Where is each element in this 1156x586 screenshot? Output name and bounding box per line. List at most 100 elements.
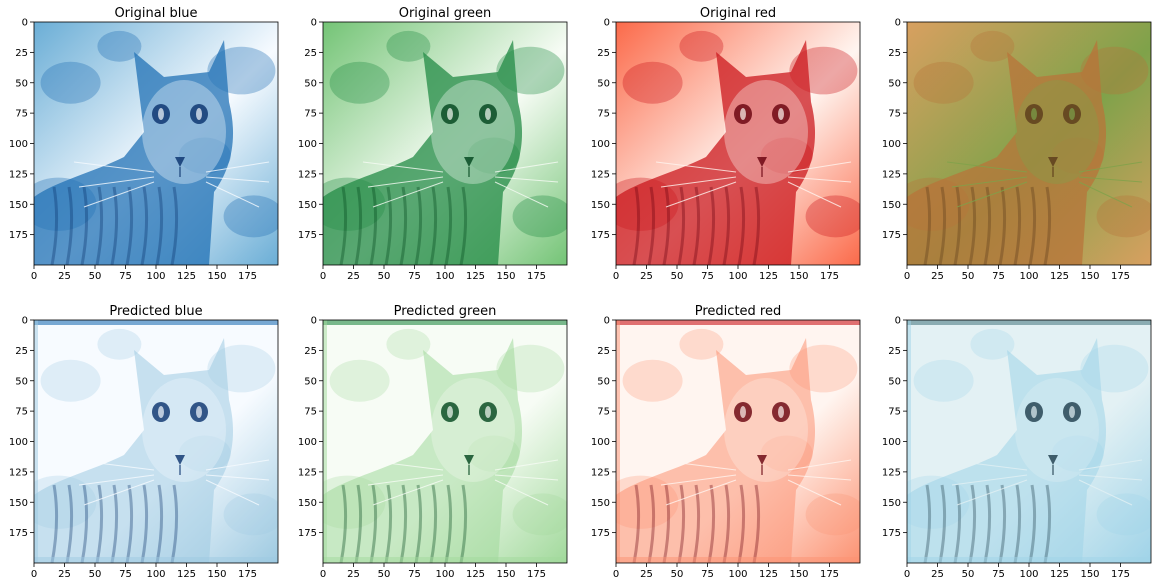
x-tick-label: 50: [378, 569, 391, 580]
panel-title: Predicted red: [695, 304, 781, 319]
y-tick-label: 50: [304, 376, 317, 387]
y-tick-label: 175: [9, 230, 28, 241]
x-tick-label: 150: [789, 569, 808, 580]
x-tick-label: 125: [759, 569, 778, 580]
x-tick-label: 75: [701, 569, 714, 580]
x-tick-label: 125: [466, 271, 485, 282]
y-tick-label: 25: [15, 346, 28, 357]
y-tick-label: 150: [882, 498, 901, 509]
y-tick-label: 100: [9, 437, 28, 448]
x-tick-label: 150: [496, 569, 515, 580]
y-tick-label: 0: [22, 18, 28, 29]
x-tick-label: 50: [378, 271, 391, 282]
x-tick-label: 175: [820, 569, 839, 580]
y-tick-label: 0: [604, 316, 610, 327]
x-tick-label: 100: [435, 271, 454, 282]
x-tick-label: 75: [992, 569, 1005, 580]
x-tick-label: 25: [931, 569, 944, 580]
y-tick-label: 150: [298, 200, 317, 211]
x-tick-label: 25: [931, 271, 944, 282]
cat-image: [907, 320, 1151, 563]
y-tick-label: 150: [591, 498, 610, 509]
y-tick-label: 25: [597, 346, 610, 357]
x-tick-label: 50: [962, 569, 975, 580]
y-tick-label: 50: [597, 78, 610, 89]
y-tick-label: 175: [298, 230, 317, 241]
panel-8: 0 25 50 75 100 125 150 175 0 25 50 75 100 125 150 175: [882, 316, 1152, 580]
x-tick-label: 100: [1019, 569, 1038, 580]
y-tick-label: 175: [882, 528, 901, 539]
x-tick-label: 150: [207, 271, 226, 282]
cat-image: [34, 320, 278, 563]
y-tick-label: 100: [882, 139, 901, 150]
x-tick-label: 75: [408, 271, 421, 282]
x-tick-label: 75: [992, 271, 1005, 282]
x-tick-label: 100: [146, 271, 165, 282]
y-tick-label: 125: [9, 169, 28, 180]
x-tick-label: 0: [320, 569, 326, 580]
x-tick-label: 125: [177, 569, 196, 580]
x-tick-label: 125: [1050, 271, 1069, 282]
x-tick-label: 0: [904, 569, 910, 580]
x-tick-label: 125: [466, 569, 485, 580]
y-tick-label: 0: [895, 18, 901, 29]
x-tick-label: 100: [146, 569, 165, 580]
x-tick-label: 0: [613, 569, 619, 580]
y-tick-label: 125: [591, 169, 610, 180]
panel-title: Original green: [399, 6, 492, 21]
x-tick-label: 75: [408, 569, 421, 580]
x-tick-label: 100: [1019, 271, 1038, 282]
x-tick-label: 25: [640, 271, 653, 282]
y-tick-label: 25: [597, 48, 610, 59]
x-tick-label: 100: [728, 271, 747, 282]
y-tick-label: 75: [888, 109, 901, 120]
y-tick-label: 150: [882, 200, 901, 211]
x-tick-label: 175: [527, 271, 546, 282]
x-tick-label: 175: [238, 569, 257, 580]
x-tick-label: 125: [177, 271, 196, 282]
y-tick-label: 125: [882, 169, 901, 180]
y-tick-label: 75: [15, 109, 28, 120]
y-tick-label: 125: [298, 467, 317, 478]
panel-title: Original blue: [114, 6, 197, 21]
y-tick-label: 0: [22, 316, 28, 327]
panel-6: Predicted green 0 25 50 75 100 125 150 175 0 25 50 7…: [298, 304, 568, 580]
x-tick-label: 75: [701, 271, 714, 282]
y-tick-label: 75: [597, 109, 610, 120]
x-tick-label: 175: [238, 271, 257, 282]
y-tick-label: 150: [9, 498, 28, 509]
x-tick-label: 0: [320, 271, 326, 282]
y-tick-label: 75: [597, 407, 610, 418]
y-tick-label: 125: [591, 467, 610, 478]
y-tick-label: 125: [882, 467, 901, 478]
y-tick-label: 75: [304, 407, 317, 418]
x-tick-label: 0: [613, 271, 619, 282]
x-tick-label: 75: [119, 569, 132, 580]
cat-image: [323, 320, 567, 563]
cat-image: [616, 320, 860, 563]
panel-title: Predicted blue: [109, 304, 202, 319]
y-tick-label: 0: [311, 316, 317, 327]
y-tick-label: 175: [298, 528, 317, 539]
x-tick-label: 25: [347, 569, 360, 580]
y-tick-label: 125: [298, 169, 317, 180]
panel-1: Original blue 0 25 50 75 100 125 150 175 0 25 50 75 1…: [9, 6, 279, 282]
y-tick-label: 50: [15, 78, 28, 89]
x-tick-label: 125: [759, 271, 778, 282]
cat-image: [616, 22, 860, 265]
y-tick-label: 25: [304, 346, 317, 357]
x-tick-label: 175: [527, 569, 546, 580]
y-tick-label: 50: [15, 376, 28, 387]
y-tick-label: 75: [15, 407, 28, 418]
x-tick-label: 175: [1111, 569, 1130, 580]
x-tick-label: 25: [58, 569, 71, 580]
y-tick-label: 175: [591, 528, 610, 539]
y-tick-label: 25: [888, 346, 901, 357]
x-tick-label: 50: [671, 569, 684, 580]
panel-title: Original red: [700, 6, 776, 21]
y-tick-label: 25: [888, 48, 901, 59]
cat-image: [323, 22, 567, 265]
panel-5: Predicted blue 0 25 50 75 100 125 150 175 0 25 50 75…: [9, 304, 279, 580]
x-tick-label: 50: [89, 271, 102, 282]
x-tick-label: 150: [789, 271, 808, 282]
